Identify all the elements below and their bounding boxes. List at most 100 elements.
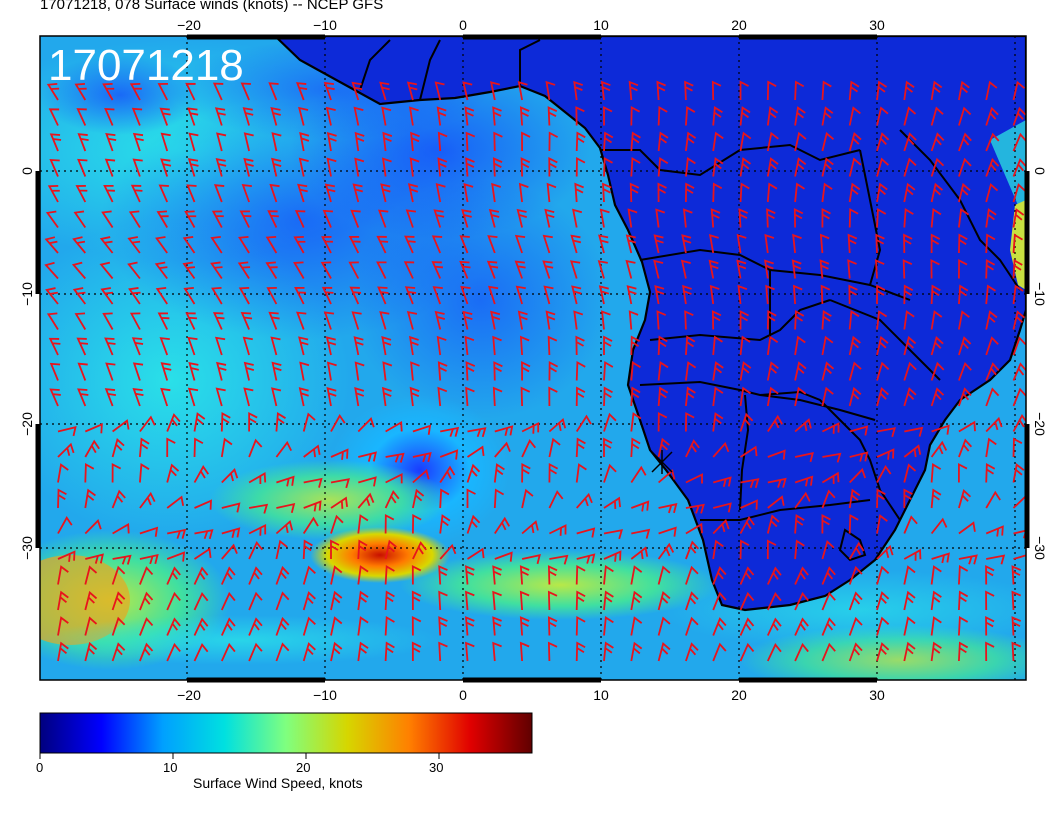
wind-barb <box>76 108 87 126</box>
wind-barb <box>298 336 309 356</box>
wind-barb <box>712 412 724 432</box>
wind-barb <box>739 539 750 560</box>
wind-barb <box>112 522 130 535</box>
wind-barb <box>465 157 475 177</box>
wind-barb <box>303 500 322 512</box>
wind-barb <box>44 261 59 280</box>
wind-barb <box>516 208 527 228</box>
wind-barb <box>303 477 323 488</box>
wind-barb <box>157 82 169 101</box>
wind-barb <box>628 310 639 330</box>
wind-barb <box>985 106 999 126</box>
wind-barb <box>101 210 114 228</box>
wind-barb <box>766 591 782 611</box>
wind-barb <box>930 284 941 305</box>
wind-barb <box>521 520 539 535</box>
wind-barb <box>625 234 637 254</box>
wind-barb <box>265 261 278 279</box>
wind-barb <box>653 259 664 279</box>
wind-barb <box>160 362 172 381</box>
wind-barb <box>737 284 748 305</box>
wind-barb <box>459 235 470 254</box>
wind-barb <box>930 233 941 254</box>
wind-barb <box>1041 499 1056 515</box>
wind-barb <box>876 80 888 101</box>
wind-barb <box>49 159 60 177</box>
wind-barb <box>766 310 777 330</box>
lon-labels-bottom: −20 −10 0 10 20 30 <box>177 687 885 703</box>
wind-barb <box>542 260 554 279</box>
wind-barb <box>193 566 209 585</box>
wind-barb <box>930 259 940 279</box>
wind-barb <box>767 449 786 460</box>
wind-barb <box>958 233 968 254</box>
wind-barb <box>492 616 502 636</box>
wind-barb <box>47 184 60 203</box>
wind-barb <box>519 335 530 356</box>
wind-barb <box>266 286 278 305</box>
wind-barb <box>794 131 807 152</box>
wind-barb <box>712 502 732 513</box>
wind-barb <box>349 286 362 305</box>
wind-barb <box>958 259 968 279</box>
wind-barb <box>211 286 223 305</box>
wind-barb <box>521 361 531 381</box>
wind-barb <box>766 617 782 636</box>
wind-barb <box>84 488 96 509</box>
wind-barb <box>434 81 445 101</box>
wind-barb <box>547 590 558 611</box>
wind-barb <box>821 489 836 509</box>
wind-barb <box>930 463 942 483</box>
wind-barb <box>1012 233 1023 254</box>
wind-barb <box>1041 466 1055 486</box>
wind-barb <box>739 80 749 101</box>
wind-barb <box>354 386 365 407</box>
wind-barb <box>187 387 199 407</box>
wind-barb <box>1013 552 1026 563</box>
wind-barb <box>1041 364 1056 384</box>
wind-barb <box>271 132 282 152</box>
wind-barb <box>265 235 278 254</box>
page-title: 17071218, 078 Surface winds (knots) -- N… <box>40 0 384 13</box>
wind-barb <box>658 526 677 537</box>
wind-barb <box>439 449 459 460</box>
wind-barb <box>188 132 199 152</box>
wind-barb <box>330 590 343 611</box>
wind-barb <box>352 183 364 203</box>
wind-barb <box>791 259 802 279</box>
wind-barb <box>296 311 307 330</box>
wind-barb <box>293 261 305 279</box>
wind-barb <box>139 553 159 565</box>
wind-barb <box>493 361 503 381</box>
wind-barb <box>326 131 337 152</box>
wind-barb <box>465 590 475 611</box>
wind-barb <box>573 80 584 101</box>
lat-label: −30 <box>1032 536 1048 560</box>
wind-barb <box>354 131 365 152</box>
wind-barb <box>848 335 861 356</box>
wind-barb <box>57 426 77 437</box>
wind-barb <box>548 131 559 152</box>
wind-barb <box>376 261 387 279</box>
wind-barb <box>519 641 530 662</box>
wind-barb <box>958 565 969 585</box>
wind-barb <box>182 261 196 280</box>
wind-barb <box>657 412 668 432</box>
wind-barb <box>381 386 392 407</box>
wind-barb <box>685 522 703 535</box>
wind-barb <box>157 312 170 330</box>
wind-barb <box>630 335 641 356</box>
wind-barb <box>848 514 859 534</box>
wind-barb <box>385 420 403 433</box>
wind-barb <box>268 311 280 330</box>
wind-barb <box>848 565 863 585</box>
wind-barb <box>214 107 226 126</box>
lat-label: −30 <box>19 536 35 560</box>
wind-barb <box>357 616 369 636</box>
wind-barb <box>210 261 223 280</box>
wind-barb <box>739 361 752 381</box>
wind-barb <box>238 286 250 305</box>
wind-barb <box>765 284 775 305</box>
wind-barb <box>903 565 916 585</box>
wind-barb <box>794 642 809 662</box>
